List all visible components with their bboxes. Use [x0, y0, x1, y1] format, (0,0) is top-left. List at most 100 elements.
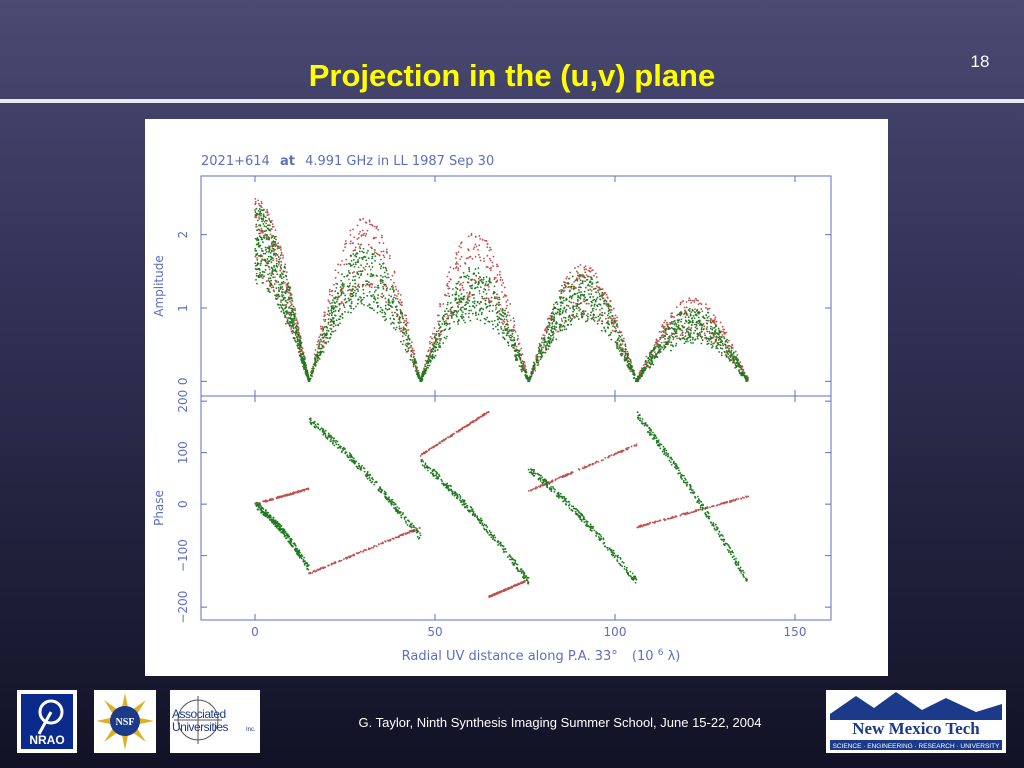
amplitude-model-point	[693, 301, 696, 303]
phase-model-point	[453, 432, 456, 435]
amplitude-data-point	[296, 336, 299, 339]
amplitude-data-point	[402, 339, 405, 342]
amplitude-data-point	[267, 251, 270, 253]
amplitude-data-point	[737, 362, 739, 365]
amplitude-data-point	[468, 312, 470, 315]
amplitude-data-point	[503, 332, 505, 334]
amplitude-model-point	[424, 363, 427, 366]
amplitude-data-point	[478, 290, 481, 292]
amplitude-data-point	[558, 312, 561, 315]
amplitude-data-point	[598, 313, 601, 316]
amplitude-data-point	[371, 275, 374, 278]
amplitude-data-point	[579, 274, 582, 277]
amplitude-data-point	[354, 275, 357, 278]
amplitude-model-point	[396, 297, 399, 300]
amplitude-data-point	[358, 276, 361, 279]
amplitude-data-point	[255, 278, 257, 281]
amplitude-model-point	[328, 293, 331, 296]
amplitude-data-point	[640, 374, 642, 377]
amplitude-data-point	[656, 345, 659, 347]
amplitude-data-point	[375, 289, 377, 292]
amplitude-model-point	[380, 234, 383, 237]
amplitude-data-point	[568, 300, 571, 303]
phase-model-point	[389, 538, 392, 541]
amplitude-data-point	[352, 288, 354, 290]
amplitude-data-point	[693, 317, 696, 320]
amplitude-model-point	[566, 275, 568, 278]
amplitude-data-point	[377, 294, 380, 296]
amplitude-data-point	[601, 314, 604, 317]
amplitude-data-point	[341, 283, 344, 286]
amplitude-data-point	[711, 346, 713, 349]
amplitude-model-point	[663, 341, 666, 344]
amplitude-model-point	[731, 343, 734, 346]
amplitude-model-point	[605, 293, 608, 296]
amplitude-data-point	[502, 329, 505, 332]
amplitude-data-point	[488, 280, 490, 283]
amplitude-data-point	[653, 346, 656, 349]
amplitude-model-point	[612, 307, 615, 310]
amplitude-data-point	[695, 321, 698, 324]
amplitude-model-point	[461, 284, 464, 287]
amplitude-data-point	[620, 354, 623, 357]
amplitude-model-point	[660, 341, 663, 344]
amplitude-data-point	[290, 311, 293, 314]
amplitude-model-point	[572, 301, 575, 304]
amplitude-data-point	[552, 312, 554, 315]
amplitude-model-point	[340, 301, 343, 303]
amplitude-data-point	[610, 321, 613, 324]
amplitude-model-point	[412, 353, 415, 355]
amplitude-data-point	[300, 357, 303, 360]
amplitude-data-point	[310, 374, 312, 377]
amplitude-data-point	[649, 366, 652, 368]
amplitude-data-point	[507, 326, 510, 329]
amplitude-data-point	[654, 346, 657, 348]
amplitude-data-point	[502, 309, 504, 312]
amplitude-data-point	[438, 324, 441, 327]
amplitude-model-point	[715, 320, 718, 323]
amplitude-data-point	[560, 301, 563, 303]
amplitude-data-point	[257, 242, 260, 244]
amplitude-data-point	[458, 299, 461, 301]
amplitude-data-point	[383, 271, 386, 274]
amplitude-model-point	[394, 285, 397, 288]
amplitude-data-point	[561, 320, 564, 322]
amplitude-model-point	[290, 303, 293, 306]
amplitude-data-point	[263, 271, 266, 274]
amplitude-model-point	[503, 321, 506, 323]
amplitude-data-point	[705, 338, 708, 340]
amplitude-data-point	[532, 366, 535, 369]
amplitude-data-point	[628, 366, 631, 369]
amplitude-data-point	[377, 284, 380, 287]
amplitude-data-point	[319, 351, 322, 354]
amplitude-data-point	[732, 359, 735, 362]
amplitude-model-point	[569, 271, 571, 274]
amplitude-data-point	[604, 299, 607, 302]
amplitude-data-point	[268, 224, 271, 227]
amplitude-data-point	[487, 320, 490, 323]
amplitude-data-point	[607, 303, 609, 306]
amplitude-data-point	[569, 320, 572, 323]
amplitude-data-point	[716, 347, 719, 350]
amplitude-data-point	[710, 343, 713, 346]
amplitude-data-point	[290, 296, 293, 299]
amplitude-model-point	[445, 294, 448, 297]
amplitude-model-point	[502, 296, 505, 298]
amplitude-data-point	[278, 290, 281, 293]
amplitude-data-point	[387, 298, 390, 301]
amplitude-model-point	[371, 283, 374, 286]
amplitude-data-point	[457, 323, 460, 325]
amplitude-data-point	[256, 253, 258, 256]
amplitude-data-point	[496, 303, 498, 306]
amplitude-data-point	[352, 285, 354, 288]
amplitude-model-point	[642, 364, 645, 366]
amplitude-model-point	[595, 308, 598, 311]
amplitude-data-point	[662, 336, 665, 338]
amplitude-data-point	[467, 296, 469, 299]
amplitude-model-point	[290, 294, 293, 296]
amplitude-model-point	[447, 287, 450, 290]
amplitude-data-point	[276, 303, 279, 306]
amplitude-data-point	[647, 357, 649, 360]
amplitude-data-point	[283, 312, 286, 315]
amplitude-data-point	[607, 312, 610, 315]
